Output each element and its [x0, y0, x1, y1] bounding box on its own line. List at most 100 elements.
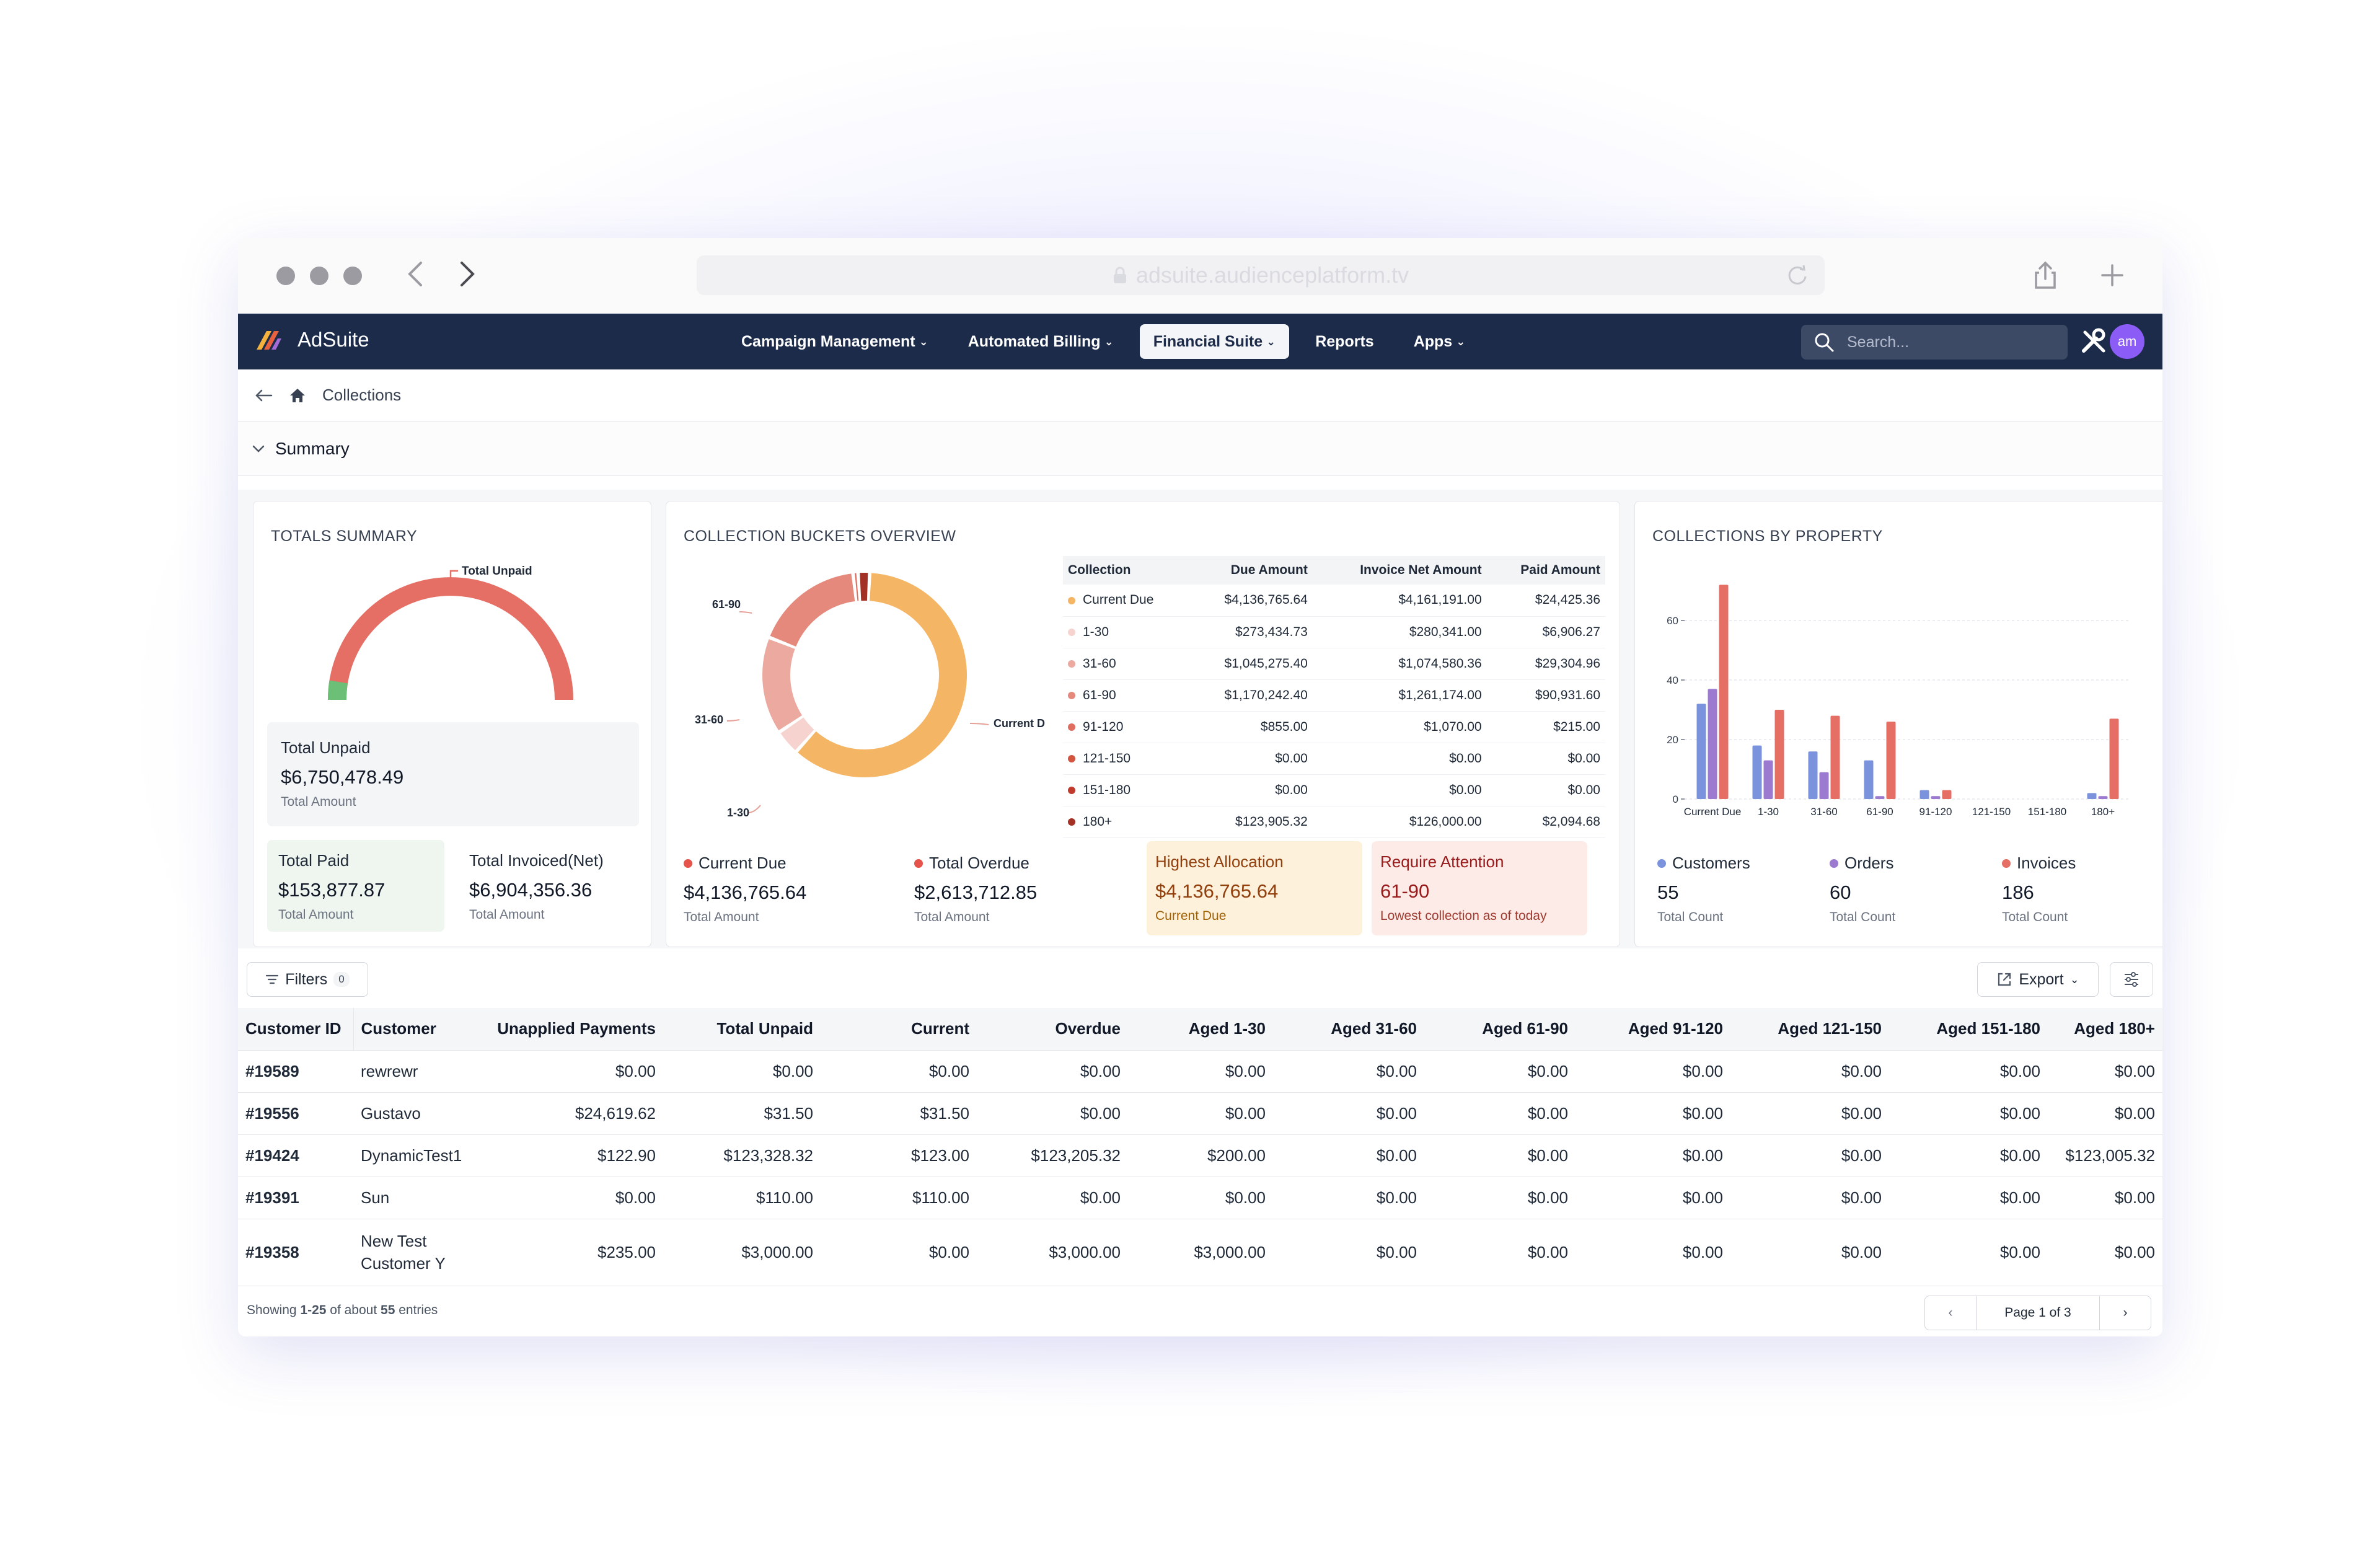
- column-header[interactable]: Aged 151-180: [1889, 1008, 2048, 1051]
- gauge-leader-line: [449, 570, 458, 586]
- nav-campaign-management[interactable]: Campaign Management ⌄: [728, 324, 942, 359]
- stat-sub: Total Count: [1657, 910, 1724, 924]
- maximize-window-button[interactable]: [343, 267, 362, 285]
- donut-slice[interactable]: [780, 717, 814, 751]
- table-row[interactable]: #19589 rewrewr $0.00 $0.00 $0.00 $0.00 $0.00 $…: [238, 1050, 2162, 1093]
- bar[interactable]: [2098, 796, 2108, 799]
- bar[interactable]: [1919, 790, 1929, 799]
- bucket-row: 31-60 $1,045,275.40 $1,074,580.36 $29,30…: [1063, 648, 1605, 680]
- bar[interactable]: [2109, 718, 2119, 799]
- customer-id[interactable]: #19424: [238, 1134, 353, 1177]
- entries-text: entries: [399, 1303, 438, 1317]
- tools-icon[interactable]: [2080, 327, 2107, 358]
- search-input[interactable]: [1847, 333, 2058, 351]
- bar[interactable]: [1696, 704, 1706, 799]
- bar[interactable]: [1774, 710, 1784, 799]
- breadcrumb-current: Collections: [322, 386, 402, 404]
- amount-cell: $3,000.00: [663, 1219, 821, 1286]
- customer-id[interactable]: #19391: [238, 1177, 353, 1219]
- nav-label: Reports: [1315, 332, 1374, 350]
- column-header[interactable]: Aged 121-150: [1730, 1008, 1889, 1051]
- amount-cell: $0.00: [1730, 1092, 1889, 1135]
- back-arrow-icon[interactable]: [397, 255, 434, 293]
- bar[interactable]: [1819, 772, 1829, 799]
- address-bar[interactable]: adsuite.audienceplatform.tv: [697, 255, 1825, 295]
- prev-page-button[interactable]: ‹: [1925, 1296, 1976, 1330]
- bar[interactable]: [1719, 585, 1729, 799]
- bar[interactable]: [1875, 796, 1885, 799]
- donut-slice[interactable]: [762, 639, 803, 731]
- column-header[interactable]: Total Unpaid: [663, 1008, 821, 1051]
- column-header[interactable]: Current: [821, 1008, 977, 1051]
- entries-summary: Showing 1-25 of about 55 entries: [247, 1303, 438, 1318]
- bar[interactable]: [1942, 790, 1952, 799]
- donut-slice[interactable]: [798, 573, 967, 777]
- bar[interactable]: [1708, 689, 1717, 799]
- amount-cell: $0.00: [1424, 1134, 1576, 1177]
- paid-amount: $29,304.96: [1486, 648, 1605, 680]
- column-header[interactable]: Aged 31-60: [1273, 1008, 1424, 1051]
- summary-section-toggle[interactable]: Summary: [238, 422, 2162, 476]
- table-row[interactable]: #19358 New Test Customer Y $235.00 $3,000.…: [238, 1219, 2162, 1286]
- export-button[interactable]: Export ⌄: [1977, 962, 2099, 997]
- bar[interactable]: [1864, 760, 1874, 799]
- table-row[interactable]: #19424 DynamicTest1 $122.90 $123,328.32 $12…: [238, 1134, 2162, 1177]
- column-settings-button[interactable]: [2110, 962, 2153, 997]
- minimize-window-button[interactable]: [310, 267, 328, 285]
- table-row[interactable]: #19556 Gustavo $24,619.62 $31.50 $31.50 $0.0…: [238, 1092, 2162, 1135]
- donut-label: 61-90: [712, 598, 741, 611]
- donut-slice[interactable]: [855, 573, 859, 601]
- stat-value: $6,904,356.36: [469, 879, 593, 901]
- customer-id[interactable]: #19589: [238, 1050, 353, 1093]
- nav-reports[interactable]: Reports: [1302, 324, 1387, 359]
- brand-logo[interactable]: AdSuite: [255, 327, 369, 352]
- column-header[interactable]: Customer: [353, 1008, 465, 1051]
- donut-slice[interactable]: [770, 573, 855, 647]
- donut-leader-line: [726, 719, 740, 722]
- pagination: ‹ Page 1 of 3 ›: [1924, 1296, 2151, 1330]
- amount-cell: $0.00: [1424, 1177, 1576, 1219]
- table-row[interactable]: #19391 Sun $0.00 $110.00 $110.00 $0.00 $0.00 $…: [238, 1177, 2162, 1219]
- bar[interactable]: [2087, 793, 2097, 799]
- column-header[interactable]: Aged 1-30: [1128, 1008, 1273, 1051]
- user-avatar[interactable]: am: [2110, 324, 2144, 359]
- bar[interactable]: [1886, 722, 1896, 799]
- bar[interactable]: [1931, 796, 1941, 799]
- column-header[interactable]: Customer ID: [238, 1008, 354, 1051]
- column-header[interactable]: Overdue: [977, 1008, 1128, 1051]
- net-amount: $1,261,174.00: [1312, 679, 1487, 712]
- customer-id[interactable]: #19358: [238, 1219, 353, 1286]
- filters-button[interactable]: Filters 0: [247, 962, 368, 997]
- donut-slice[interactable]: [860, 573, 868, 601]
- forward-arrow-icon[interactable]: [449, 255, 486, 293]
- bar[interactable]: [1830, 715, 1840, 799]
- bar[interactable]: [1763, 760, 1773, 799]
- page-indicator: Page 1 of 3: [1976, 1296, 2100, 1330]
- totals-summary-card: TOTALS SUMMARY Total Unpaid Total Unpaid…: [253, 501, 651, 947]
- amount-cell: $123,005.32: [2048, 1134, 2162, 1177]
- next-page-button[interactable]: ›: [2100, 1296, 2151, 1330]
- nav-apps[interactable]: Apps ⌄: [1400, 324, 1479, 359]
- table-toolbar: Filters 0 Export ⌄: [238, 948, 2162, 1007]
- paid-amount: $6,906.27: [1486, 616, 1605, 648]
- share-icon[interactable]: [2027, 257, 2064, 294]
- stat-value: 55: [1657, 881, 1679, 903]
- new-tab-icon[interactable]: [2094, 257, 2131, 294]
- nav-automated-billing[interactable]: Automated Billing ⌄: [954, 324, 1127, 359]
- bar[interactable]: [1752, 745, 1762, 799]
- nav-financial-suite[interactable]: Financial Suite ⌄: [1139, 324, 1290, 359]
- column-header[interactable]: Aged 61-90: [1424, 1008, 1576, 1051]
- back-arrow-icon[interactable]: [254, 388, 273, 403]
- close-window-button[interactable]: [276, 267, 295, 285]
- customer-id[interactable]: #19556: [238, 1092, 353, 1135]
- column-header[interactable]: Unapplied Payments: [465, 1008, 663, 1051]
- search-box[interactable]: [1801, 325, 2068, 360]
- bucket-color-dot: [1068, 818, 1075, 826]
- amount-cell: $0.00: [2048, 1050, 2162, 1093]
- reload-icon[interactable]: [1785, 263, 1810, 293]
- chevron-down-icon: ⌄: [1266, 335, 1276, 348]
- bar[interactable]: [1808, 751, 1818, 799]
- column-header[interactable]: Aged 180+: [2048, 1008, 2162, 1051]
- column-header[interactable]: Aged 91-120: [1576, 1008, 1730, 1051]
- home-icon[interactable]: [289, 387, 306, 404]
